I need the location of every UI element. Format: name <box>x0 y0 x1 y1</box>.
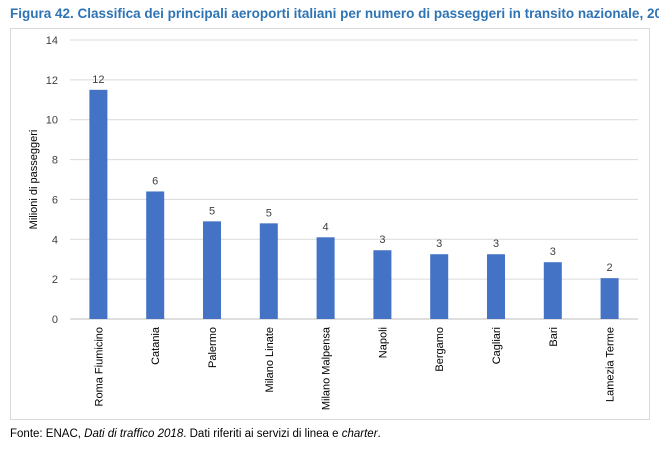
data-label: 2 <box>607 262 613 274</box>
source-suffix: . <box>377 428 381 440</box>
data-label: 3 <box>379 234 385 246</box>
y-axis-title: Milioni di passeggeri <box>28 130 40 230</box>
y-tick-label: 6 <box>52 194 58 206</box>
data-label: 5 <box>266 207 272 219</box>
bar <box>89 89 108 319</box>
x-category-label: Bari <box>548 327 560 347</box>
y-tick-label: 14 <box>46 35 58 47</box>
data-label: 3 <box>550 246 556 258</box>
y-tick-label: 0 <box>52 314 58 326</box>
chart-frame <box>10 28 650 420</box>
x-category-label: Milano Linate <box>264 327 276 392</box>
bar <box>430 254 449 319</box>
bar <box>600 278 619 319</box>
x-category-label: Lamezia Terme <box>605 327 617 402</box>
x-category-label: Catania <box>150 326 162 365</box>
x-category-label: Bergamo <box>434 327 446 372</box>
bar <box>146 191 165 319</box>
source-note: Fonte: ENAC, Dati di traffico 2018. Dati… <box>10 428 381 440</box>
source-middle: . Dati riferiti ai servizi di linea e <box>183 428 342 440</box>
y-tick-label: 10 <box>46 115 58 127</box>
figure-title-text: Classifica dei principali aeroporti ital… <box>77 6 659 21</box>
source-term: charter <box>341 428 378 440</box>
figure-title: Figura 42. Classifica dei principali aer… <box>10 6 659 21</box>
x-category-label: Roma Fiumicino <box>93 327 105 406</box>
x-category-label: Palermo <box>207 327 219 368</box>
data-label: 6 <box>152 175 158 187</box>
source-publication: Dati di traffico 2018 <box>84 428 184 440</box>
bar <box>259 223 278 319</box>
data-label: 4 <box>323 221 329 233</box>
bar <box>487 254 505 319</box>
bar <box>373 250 392 319</box>
x-category-label: Milano Malpensa <box>321 326 333 410</box>
data-label: 3 <box>493 238 499 250</box>
data-label: 5 <box>209 205 215 217</box>
y-tick-label: 12 <box>46 75 58 87</box>
bar <box>316 237 335 319</box>
data-label: 12 <box>92 74 104 86</box>
y-tick-label: 2 <box>52 274 58 286</box>
bar <box>543 262 562 319</box>
x-category-label: Cagliari <box>491 327 503 364</box>
figure-label: Figura 42. <box>10 6 74 21</box>
bar <box>203 221 221 319</box>
x-category-label: Napoli <box>377 327 389 358</box>
data-label: 3 <box>436 238 442 250</box>
source-prefix: Fonte: ENAC, <box>10 428 85 440</box>
y-tick-label: 4 <box>52 234 58 246</box>
bar-chart: 0 2 4 6 8 10 12 14 Milioni di passeggeri 12 Roma F… <box>28 35 638 410</box>
y-tick-label: 8 <box>52 155 58 167</box>
